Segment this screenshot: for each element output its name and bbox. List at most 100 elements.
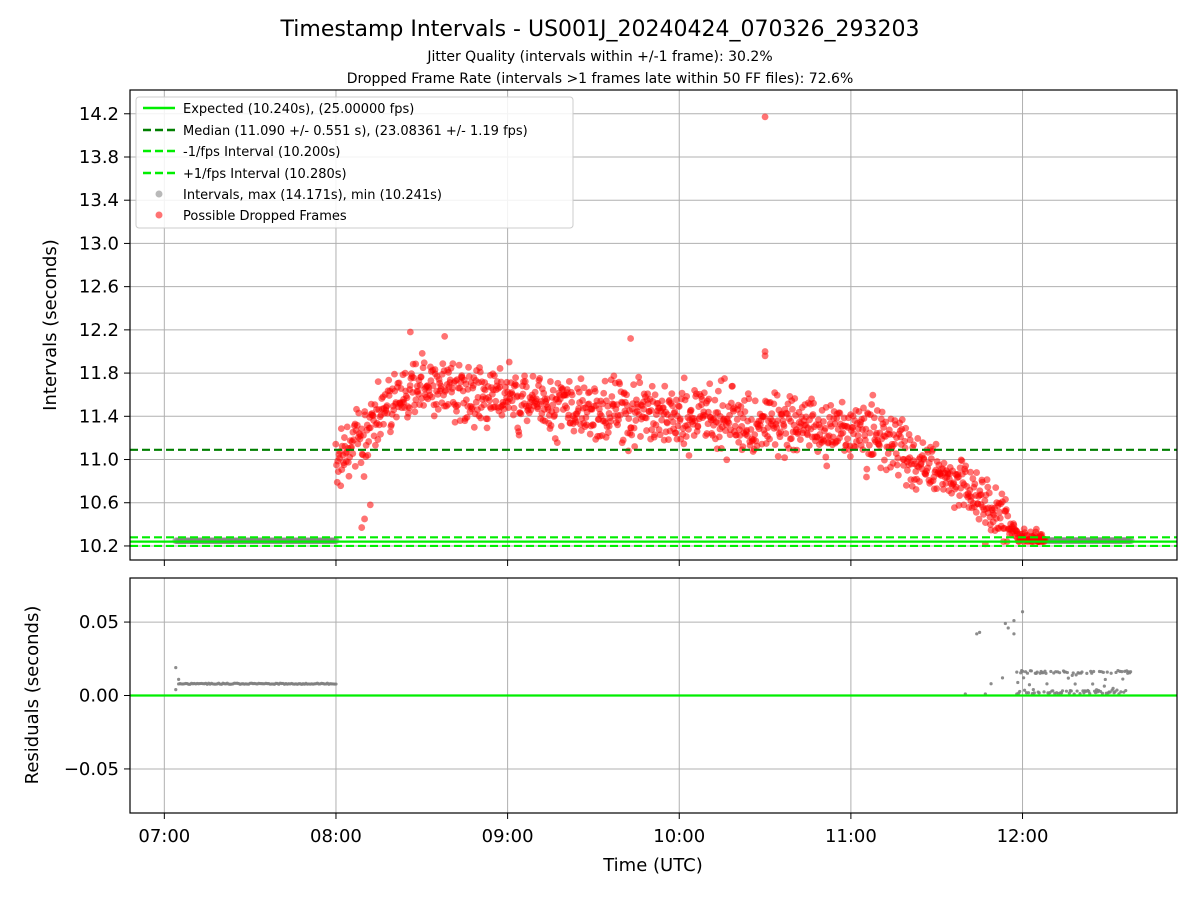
dropped-frame-point [984, 483, 992, 491]
dropped-frame-point [741, 408, 749, 416]
dropped-frame-point [395, 379, 403, 387]
dropped-frame-point [787, 435, 795, 442]
residual-point [1111, 686, 1115, 690]
dropped-frame-point [642, 414, 650, 422]
residual-point [1025, 671, 1030, 675]
dropped-frame-point [462, 396, 470, 404]
residual-point [1006, 626, 1010, 630]
dropped-frame-point [401, 369, 409, 377]
dropped-frame-point [343, 423, 351, 431]
dropped-frame-point [444, 401, 452, 408]
dropped-frame-point [590, 421, 597, 429]
dropped-frame-point [846, 453, 854, 460]
residuals-y-axis-label: Residuals (seconds) [22, 606, 43, 785]
y-tick-label: 12.6 [79, 277, 119, 298]
residual-point [978, 630, 982, 634]
dropped-frame-point [685, 452, 693, 459]
dropped-frame-point [669, 418, 677, 426]
dropped-frame-point [563, 404, 571, 412]
dropped-frame-point [822, 453, 830, 461]
residual-point [975, 632, 979, 636]
dropped-frame-point [521, 378, 529, 385]
dropped-frame-point [682, 433, 690, 440]
dropped-frame-point [706, 380, 714, 388]
dropped-frame-point [745, 395, 753, 403]
dropped-frame-point [630, 381, 638, 389]
dropped-frame-point [627, 335, 635, 342]
dropped-frame-point [360, 473, 368, 480]
dropped-frame-point [774, 452, 782, 460]
y-tick-label: 0.00 [79, 686, 119, 707]
dropped-frame-point [687, 406, 695, 414]
dropped-frame-point [549, 401, 557, 409]
dropped-frame-point [337, 425, 345, 433]
residual-point [177, 677, 181, 681]
dropped-frame-point [1032, 525, 1040, 533]
dropped-frame-point [640, 405, 648, 413]
dropped-frame-point [391, 370, 398, 378]
dropped-frame-point [428, 393, 436, 401]
residual-point [1115, 688, 1119, 692]
dropped-frame-point [747, 426, 755, 433]
dropped-frame-point [880, 423, 888, 431]
residual-point [1020, 610, 1025, 614]
dropped-frame-point [809, 411, 817, 418]
residual-point [1018, 689, 1022, 694]
residual-point [1064, 689, 1069, 693]
dropped-frame-point [575, 388, 583, 396]
legend-key-dropped-frames [155, 211, 163, 219]
dropped-frame-point [365, 438, 373, 445]
x-tick-label: 08:00 [310, 826, 362, 847]
residual-point [1060, 689, 1065, 693]
dropped-frame-point [531, 388, 539, 396]
dropped-frame-point [761, 413, 768, 420]
dropped-frame-point [632, 417, 640, 424]
dropped-frame-point [861, 436, 869, 444]
dropped-frame-point [477, 414, 485, 422]
dropped-frame-point [870, 414, 878, 422]
dropped-frame-point [1002, 495, 1009, 503]
dropped-frame-point [927, 455, 935, 463]
dropped-frame-point [967, 468, 974, 476]
dropped-frame-point [661, 382, 669, 390]
residual-point [1049, 669, 1053, 674]
dropped-frame-point [680, 440, 688, 448]
y-tick-label: 11.0 [79, 450, 119, 471]
dropped-frame-point [455, 361, 463, 369]
dropped-frame-point [694, 422, 702, 430]
dropped-frame-point [878, 408, 886, 416]
dropped-frame-point [374, 436, 382, 443]
dropped-frame-point [480, 401, 488, 409]
dropped-frame-point [780, 422, 788, 430]
dropped-frame-point [648, 426, 656, 433]
residual-point [1035, 670, 1039, 674]
dropped-frame-point [451, 418, 459, 426]
dropped-frame-point [519, 390, 527, 398]
residual-point [1037, 691, 1041, 695]
dropped-frame-point [810, 399, 817, 407]
dropped-frame-point [552, 406, 560, 414]
dropped-frame-point [971, 480, 979, 488]
dropped-frame-point [676, 415, 684, 423]
dropped-frame-point [492, 397, 500, 405]
dropped-frame-point [510, 411, 517, 419]
dropped-frame-point [625, 447, 632, 455]
dropped-frame-point [366, 424, 374, 432]
residual-point [1003, 621, 1007, 626]
dropped-frame-point [672, 396, 680, 404]
dropped-frame-point [877, 464, 885, 472]
dropped-frame-point [823, 462, 831, 470]
chart-title: Timestamp Intervals - US001J_20240424_07… [280, 17, 920, 42]
dropped-frame-point [337, 482, 345, 490]
dropped-frame-point [898, 416, 906, 424]
residuals-y-ticks: 0.05 0.00 −0.05 [64, 612, 130, 780]
dropped-frame-point [655, 426, 663, 434]
y-tick-label: 0.05 [79, 612, 119, 633]
dropped-frame-point [648, 382, 656, 390]
dropped-frame-point [463, 413, 471, 421]
dropped-frame-point [355, 409, 363, 417]
dropped-frame-point [665, 436, 672, 443]
dropped-frame-point [536, 375, 544, 382]
x-tick-label: 09:00 [482, 826, 534, 847]
dropped-frame-point [647, 407, 655, 414]
